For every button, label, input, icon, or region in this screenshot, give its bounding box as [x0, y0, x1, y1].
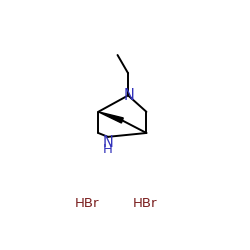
Text: H: H — [103, 143, 113, 156]
Text: N: N — [102, 135, 113, 150]
Polygon shape — [98, 112, 123, 123]
Text: HBr: HBr — [133, 197, 158, 210]
Text: HBr: HBr — [74, 197, 99, 210]
Text: N: N — [124, 88, 134, 103]
